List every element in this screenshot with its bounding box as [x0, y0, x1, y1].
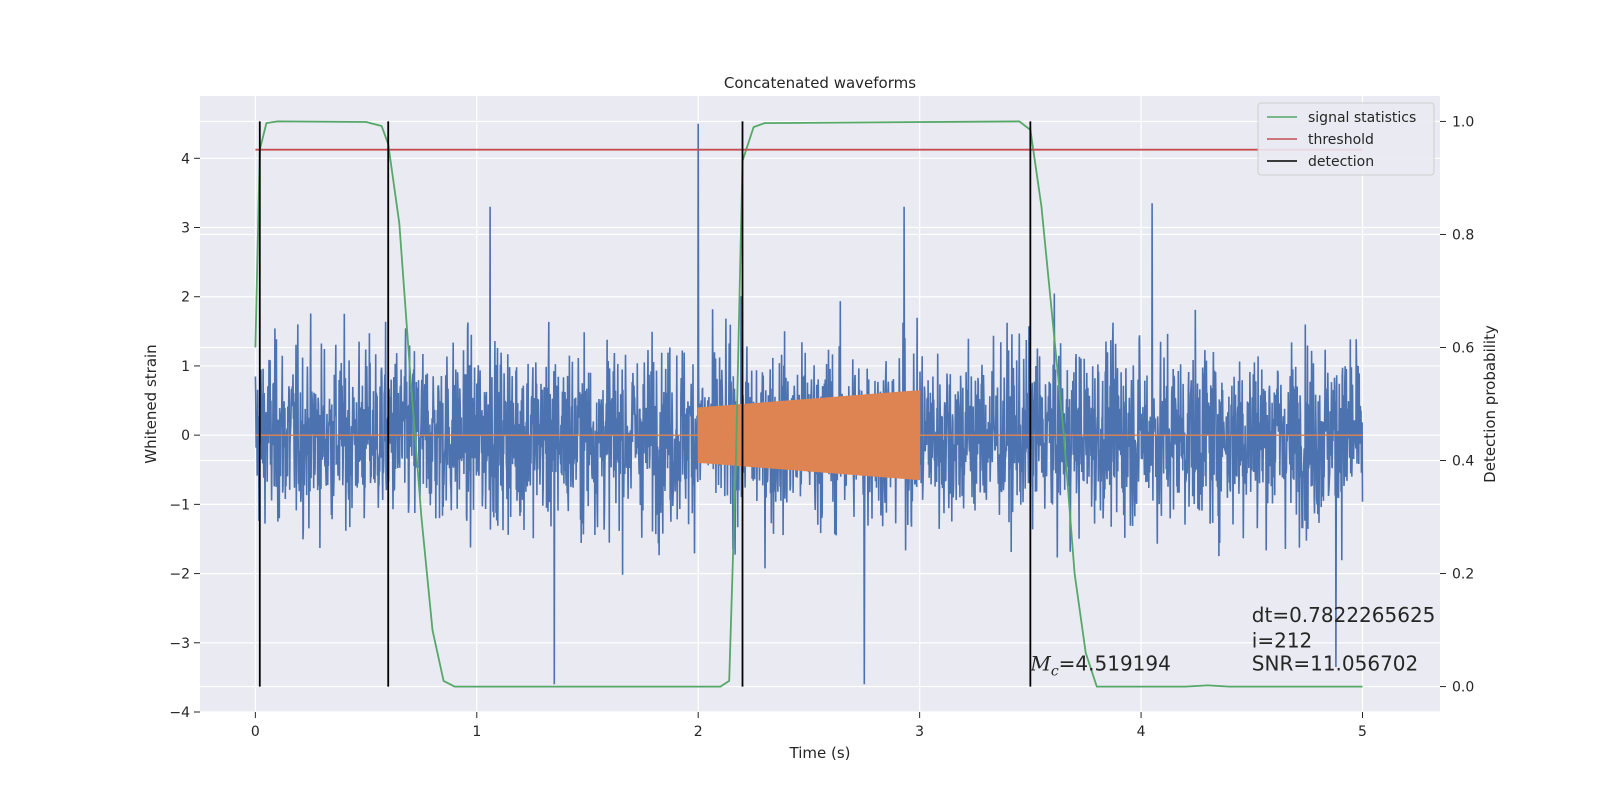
- y2-tick-label-4: 0.8: [1452, 227, 1474, 243]
- x-tick-label-2: 2: [694, 724, 703, 740]
- annotations: Mc=4.519194 dt=0.7822265625 i=212SNR=11.0…: [1029, 603, 1435, 679]
- y2-tick-label-2: 0.4: [1452, 454, 1474, 470]
- series-signal-statistics: [254, 120, 1363, 688]
- series-injected-chirp: [255, 390, 1363, 481]
- y-axis-label: Whitened strain: [142, 344, 160, 463]
- y-tick-label-6: 2: [181, 290, 190, 306]
- x-tick-label-0: 0: [251, 724, 260, 740]
- chart-title: Concatenated waveforms: [724, 74, 916, 92]
- legend-label-threshold: threshold: [1308, 132, 1374, 148]
- series-layer: [254, 120, 1364, 688]
- y2-tick-label-3: 0.6: [1452, 340, 1474, 356]
- y-tick-label-7: 3: [181, 221, 190, 237]
- annotation-2: i=212: [1252, 629, 1313, 653]
- x-tick-label-3: 3: [915, 724, 924, 740]
- y2-tick-label-0: 0.0: [1452, 680, 1474, 696]
- annotation-0: Mc=4.519194: [1029, 651, 1171, 679]
- x-tick-label-1: 1: [472, 724, 481, 740]
- legend-label-detection: detection: [1308, 154, 1374, 170]
- y-tick-label-2: −2: [169, 567, 190, 583]
- detection-lines: [258, 121, 1032, 687]
- y2-axis-label: Detection probability: [1481, 325, 1499, 483]
- legend-label-signal: signal statistics: [1308, 110, 1416, 126]
- x-tick-label-5: 5: [1358, 724, 1367, 740]
- legend: signal statistics threshold detection: [1257, 102, 1435, 176]
- legend-box: [1257, 102, 1435, 176]
- x-tick-label-4: 4: [1137, 724, 1146, 740]
- y-tick-label-0: −4: [169, 705, 190, 721]
- x-axis-label: Time (s): [789, 744, 851, 762]
- tick-labels: 0 1 2 3 4 5 −4 −3 −2 −1 0 1 2 3 4 0.0 0.2 0.4 0.6 0.8 1.0: [169, 114, 1474, 740]
- y2-tick-label-5: 1.0: [1452, 114, 1474, 130]
- y-tick-label-8: 4: [181, 151, 190, 167]
- y-tick-label-4: 0: [181, 428, 190, 444]
- annotation-1: dt=0.7822265625: [1252, 603, 1436, 627]
- y-tick-label-1: −3: [169, 636, 190, 652]
- y-tick-label-5: 1: [181, 359, 190, 375]
- y-tick-label-3: −1: [169, 497, 190, 513]
- series-whitened-strain: [254, 123, 1364, 685]
- y2-tick-label-1: 0.2: [1452, 567, 1474, 583]
- annotation-3: SNR=11.056702: [1252, 651, 1418, 675]
